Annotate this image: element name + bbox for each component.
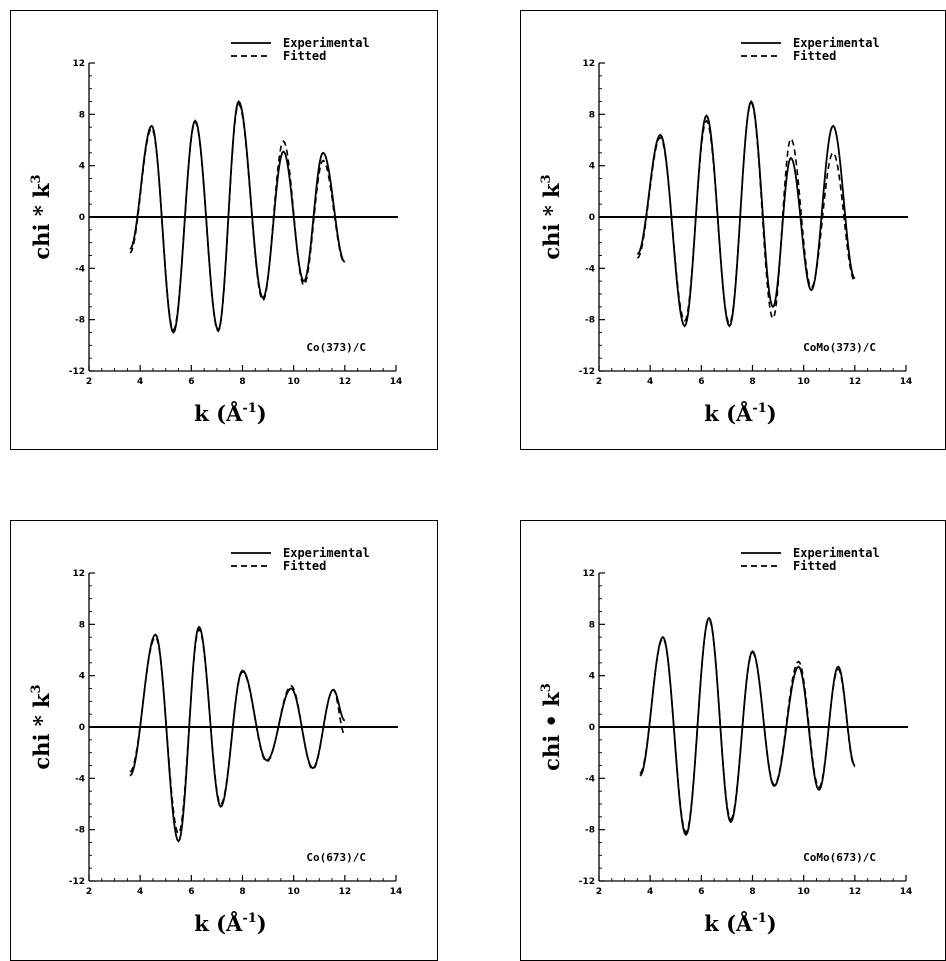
c0-y-tick-label: 12: [72, 59, 85, 69]
c1-y-tick-label: 12: [582, 59, 595, 69]
c3-y-tick-label: -8: [585, 826, 595, 836]
c1-series-fitted-line: [636, 101, 856, 325]
c2-y-tick-label: 12: [72, 569, 85, 579]
c2-x-tick-label: 8: [239, 887, 245, 897]
c3-x-tick-label: 12: [849, 887, 862, 897]
c3-y-tick-label: -4: [585, 774, 595, 784]
c2-x-axis-label: k (Å-1): [194, 911, 266, 936]
c2-series-experimental-line: [129, 625, 346, 843]
c1-y-tick-label: 4: [589, 162, 595, 172]
c3-y-tick-label: 4: [589, 672, 595, 682]
c2-y-tick-label: 0: [79, 723, 85, 733]
c1-y-tick-label: 0: [589, 213, 595, 223]
c3-y-tick-label: 12: [582, 569, 595, 579]
c1-x-axis-label: k (Å-1): [704, 401, 776, 426]
c1-x-tick-label: 2: [596, 377, 602, 387]
chart-panel-como373: -12 -8 -4 0 4 8 12 2 4 6 8 10 12 14 Experimental Fitted…: [520, 10, 946, 450]
c1-x-tick-label: 4: [647, 377, 653, 387]
c2-y-tick-label: 8: [79, 620, 85, 630]
c2-x-tick-label: 2: [86, 887, 92, 897]
chart-panel-co373: -12 -8 -4 0 4 8 12 2 4 6 8 10 12 14 Experimental Fitted…: [10, 10, 438, 450]
c2-legend-label-experimental: Experimental: [283, 546, 370, 560]
c2-sample-annotation: Co(673)/C: [306, 851, 366, 864]
c0-y-tick-label: -8: [75, 316, 85, 326]
c3-legend-label-fitted: Fitted: [793, 559, 836, 573]
c1-x-tick-label: 14: [900, 377, 913, 387]
c1-y-axis-label: chi * k3: [539, 174, 564, 259]
c0-y-tick-label: 4: [79, 162, 85, 172]
c0-x-tick-label: 4: [137, 377, 143, 387]
c2-x-tick-label: 10: [287, 887, 300, 897]
chart-como673: -12 -8 -4 0 4 8 12 2 4 6 8 10 12 14 ExperimentalFitted…: [539, 546, 913, 936]
c1-y-tick-label: -8: [585, 316, 595, 326]
c2-y-tick-label: -4: [75, 774, 85, 784]
c2-y-axis-label: chi * k3: [29, 684, 54, 769]
c2-series-fitted-line: [129, 628, 346, 835]
c3-x-tick-label: 6: [698, 887, 704, 897]
chart-como373: -12 -8 -4 0 4 8 12 2 4 6 8 10 12 14 ExperimentalFitted…: [539, 36, 913, 426]
c3-x-axis-label: k (Å-1): [704, 911, 776, 936]
c0-sample-annotation: Co(373)/C: [306, 341, 366, 354]
c3-x-tick-label: 4: [647, 887, 653, 897]
c0-x-tick-label: 2: [86, 377, 92, 387]
c2-x-tick-label: 4: [137, 887, 143, 897]
c3-sample-annotation: CoMo(673)/C: [803, 851, 876, 864]
c1-y-tick-label: 8: [589, 110, 595, 120]
c0-y-axis-label: chi * k3: [29, 174, 54, 259]
c3-y-axis-label: chi • k3: [539, 683, 564, 771]
c1-sample-annotation: CoMo(373)/C: [803, 341, 876, 354]
c0-x-axis-label: k (Å-1): [194, 401, 266, 426]
c1-y-tick-label: -4: [585, 264, 595, 274]
c3-x-tick-label: 8: [749, 887, 755, 897]
c2-x-tick-label: 12: [339, 887, 352, 897]
c3-y-tick-label: 0: [589, 723, 595, 733]
c1-legend-label-experimental: Experimental: [793, 36, 880, 50]
c0-x-tick-label: 10: [287, 377, 300, 387]
c0-x-tick-label: 8: [239, 377, 245, 387]
c0-x-tick-label: 14: [390, 377, 403, 387]
c2-y-tick-label: 4: [79, 672, 85, 682]
chart-co673: -12 -8 -4 0 4 8 12 2 4 6 8 10 12 14 ExperimentalFitted…: [29, 546, 403, 936]
c0-y-tick-label: -12: [69, 367, 85, 377]
c1-y-tick-label: -12: [579, 367, 595, 377]
c0-y-tick-label: 8: [79, 110, 85, 120]
c1-series-experimental-line: [636, 99, 856, 328]
c3-legend-label-experimental: Experimental: [793, 546, 880, 560]
c0-y-tick-label: -4: [75, 264, 85, 274]
c2-y-tick-label: -12: [69, 877, 85, 887]
c0-series-fitted-line: [129, 102, 346, 333]
c3-x-tick-label: 14: [900, 887, 913, 897]
c2-legend-label-fitted: Fitted: [283, 559, 326, 573]
c1-x-tick-label: 6: [698, 377, 704, 387]
c1-legend-label-fitted: Fitted: [793, 49, 836, 63]
c1-x-tick-label: 10: [797, 377, 810, 387]
c3-x-tick-label: 10: [797, 887, 810, 897]
c0-x-tick-label: 6: [188, 377, 194, 387]
c3-y-tick-label: -12: [579, 877, 595, 887]
c3-series-fitted-line: [639, 617, 856, 834]
chart-panel-como673: -12 -8 -4 0 4 8 12 2 4 6 8 10 12 14 Experimental Fitted…: [520, 520, 946, 961]
c0-legend-label-fitted: Fitted: [283, 49, 326, 63]
chart-co373: -12 -8 -4 0 4 8 12 2 4 6 8 10 12 14 ExperimentalFitted…: [29, 36, 403, 426]
c1-x-tick-label: 8: [749, 377, 755, 387]
c0-x-tick-label: 12: [339, 377, 352, 387]
c2-y-tick-label: -8: [75, 826, 85, 836]
c3-x-tick-label: 2: [596, 887, 602, 897]
c0-y-tick-label: 0: [79, 213, 85, 223]
chart-panel-co673: -12 -8 -4 0 4 8 12 2 4 6 8 10 12 14 Experimental Fitted…: [10, 520, 438, 961]
c2-x-tick-label: 14: [390, 887, 403, 897]
c0-legend-label-experimental: Experimental: [283, 36, 370, 50]
c2-x-tick-label: 6: [188, 887, 194, 897]
c1-x-tick-label: 12: [849, 377, 862, 387]
c3-y-tick-label: 8: [589, 620, 595, 630]
